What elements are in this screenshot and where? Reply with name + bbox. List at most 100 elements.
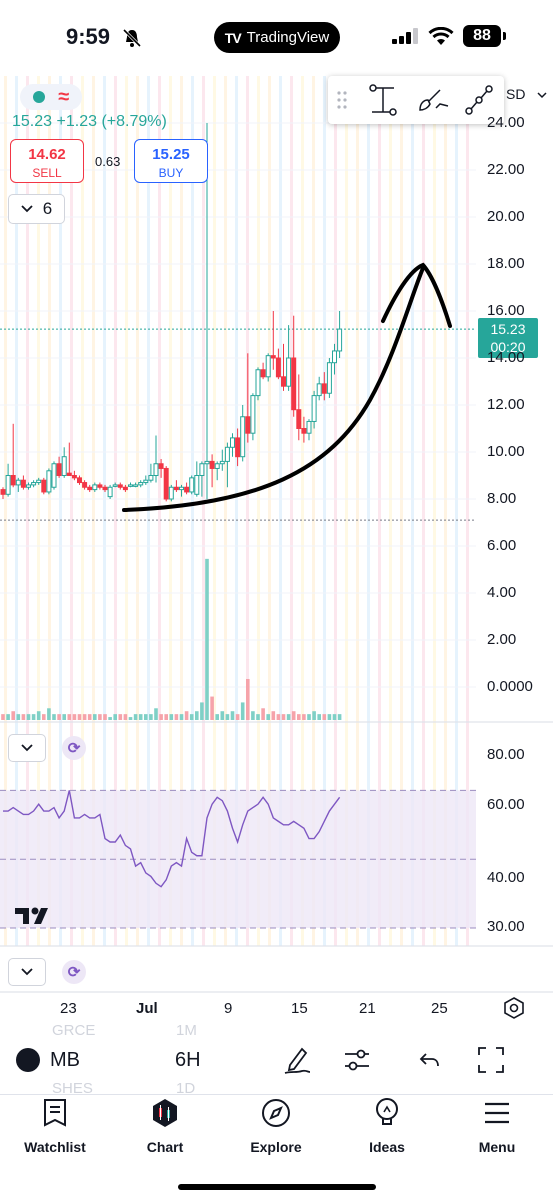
candle-body: [112, 484, 118, 487]
tradingview-logo-icon: TV: [224, 29, 242, 46]
candle-body: [281, 376, 286, 387]
candle-body: [224, 446, 230, 462]
hand-drawn-arrowhead: [381, 262, 452, 328]
volume-bar: [189, 714, 194, 720]
tab-chart[interactable]: Chart: [120, 1098, 210, 1155]
price-axis-label: 20.00: [487, 208, 525, 225]
price-change-line: 15.23 +1.23 (+8.79%): [12, 113, 167, 131]
price-axis-label: 4.00: [487, 584, 517, 601]
last-price: 15.23: [12, 113, 53, 130]
candle-body: [184, 486, 190, 493]
volume-bar: [266, 714, 270, 720]
volume-bar: [11, 711, 15, 720]
date-axis-label: Jul: [136, 1000, 158, 1017]
sell-button[interactable]: 14.62 SELL: [10, 139, 84, 183]
last-price-tag-value: 15.23: [490, 321, 526, 337]
tab-menu[interactable]: Menu: [452, 1098, 542, 1155]
volume-bar: [307, 714, 311, 720]
tradingview-logo-icon: [15, 907, 48, 924]
chart-settings-icon[interactable]: [503, 997, 525, 1019]
session-stripe: [268, 76, 271, 946]
date-axis-label: 25: [431, 1000, 448, 1017]
wifi-icon: [428, 27, 454, 45]
volume-bar: [235, 714, 240, 720]
volume-bar: [36, 711, 41, 720]
candle-body: [71, 475, 77, 479]
candle-body: [128, 484, 133, 487]
volume-bar: [281, 714, 286, 720]
brush-tool-icon[interactable]: [416, 86, 450, 114]
volume-bar: [1, 714, 5, 720]
candle-body: [82, 482, 88, 488]
interval-selector[interactable]: 6H: [175, 1049, 201, 1071]
drawing-tools-icon[interactable]: [282, 1045, 312, 1075]
session-stripe: [224, 76, 227, 946]
rsi-sync-button[interactable]: ⟳: [62, 736, 86, 760]
currency-selector[interactable]: SD: [506, 86, 547, 102]
volume-bar: [72, 714, 77, 720]
price-axis-label: 22.00: [487, 161, 525, 178]
sell-label: SELL: [32, 166, 62, 180]
pane-sync-button[interactable]: ⟳: [62, 960, 86, 984]
rsi-pane-toggle[interactable]: [8, 734, 46, 762]
candle-body: [204, 460, 210, 465]
tab-label: Watchlist: [24, 1139, 86, 1155]
tab-watchlist[interactable]: Watchlist: [10, 1098, 100, 1155]
rsi-band: [0, 790, 476, 928]
battery-tip: [503, 32, 506, 40]
buy-button[interactable]: 15.25 BUY: [134, 139, 208, 183]
volume-bar: [82, 714, 87, 720]
session-stripe: [312, 76, 315, 946]
symbol-selector[interactable]: MB: [50, 1049, 80, 1071]
price-axis-label: 12.00: [487, 396, 525, 413]
price-axis-label: 0.0000: [487, 678, 533, 695]
candle-body: [148, 475, 154, 481]
tab-label: Menu: [478, 1139, 516, 1155]
candle-body: [107, 486, 113, 498]
candle-body: [122, 486, 128, 491]
candle-body: [250, 395, 256, 434]
session-stripe: [48, 76, 51, 946]
symbol-logo-icon: [16, 1048, 40, 1072]
indicators-icon[interactable]: [343, 1045, 371, 1075]
trend-line-tool-icon[interactable]: [464, 84, 494, 116]
session-stripe: [433, 76, 436, 946]
chart-canvas[interactable]: [0, 76, 553, 996]
volume-bar: [87, 714, 92, 720]
volume-bar: [52, 714, 56, 720]
price-axis-label: 6.00: [487, 537, 517, 554]
ghost-interval: 1D: [176, 1080, 196, 1097]
undo-icon[interactable]: [418, 1045, 442, 1075]
fullscreen-icon[interactable]: [476, 1045, 506, 1075]
volume-bar: [21, 714, 26, 720]
tab-explore[interactable]: Explore: [231, 1098, 321, 1155]
drag-handle-icon[interactable]: [336, 90, 348, 110]
candle-body: [31, 482, 37, 486]
session-stripe: [158, 76, 161, 946]
pane-toggle[interactable]: [8, 958, 46, 986]
currency-label: SD: [506, 86, 526, 102]
rsi-axis-label: 80.00: [487, 746, 525, 763]
volume-pane-toggle[interactable]: 6: [8, 194, 65, 224]
volume-bar: [113, 714, 117, 720]
price-axis-label: 16.00: [487, 302, 525, 319]
indicator-toggle[interactable]: ≈: [20, 84, 82, 110]
volume-bar: [123, 714, 128, 720]
sync-icon: ⟳: [67, 740, 81, 757]
compass-icon: [262, 1099, 290, 1127]
volume-bar: [312, 711, 316, 720]
candle-body: [5, 475, 11, 495]
volume-bar: [174, 714, 179, 720]
price-range-tool-icon[interactable]: [368, 84, 398, 116]
candle-body: [286, 357, 292, 387]
tab-label: Chart: [146, 1139, 184, 1155]
ghost-interval: 1M: [176, 1022, 197, 1039]
session-stripe: [169, 76, 172, 946]
session-stripe: [15, 76, 18, 946]
tab-ideas[interactable]: Ideas: [342, 1098, 432, 1155]
buy-label: BUY: [158, 166, 184, 180]
volume-bar: [291, 711, 296, 720]
candle-body: [214, 463, 220, 469]
chevron-down-icon: [21, 744, 33, 752]
tab-label: Explore: [250, 1139, 302, 1155]
